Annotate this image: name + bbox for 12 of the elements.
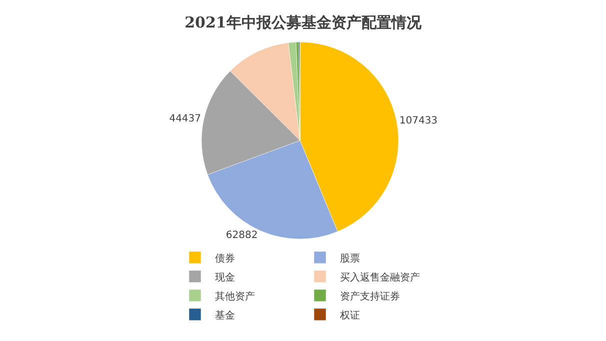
data-label: 44437: [169, 114, 202, 125]
legend-label: 买入返售金融资产: [340, 271, 420, 284]
legend-label: 权证: [339, 309, 360, 322]
legend-label: 资产支持证券: [340, 290, 400, 302]
data-label: 62882: [226, 230, 258, 241]
data-label: 107433: [399, 116, 438, 127]
legend-label: 股票: [340, 253, 360, 264]
legend-label: 现金: [215, 271, 235, 284]
legend-label: 债券: [215, 252, 235, 264]
legend-label: 基金: [215, 309, 235, 322]
chart-title: 2021年中报公募基金资产配置情况: [184, 14, 422, 32]
legend-label: 其他资产: [215, 290, 255, 302]
